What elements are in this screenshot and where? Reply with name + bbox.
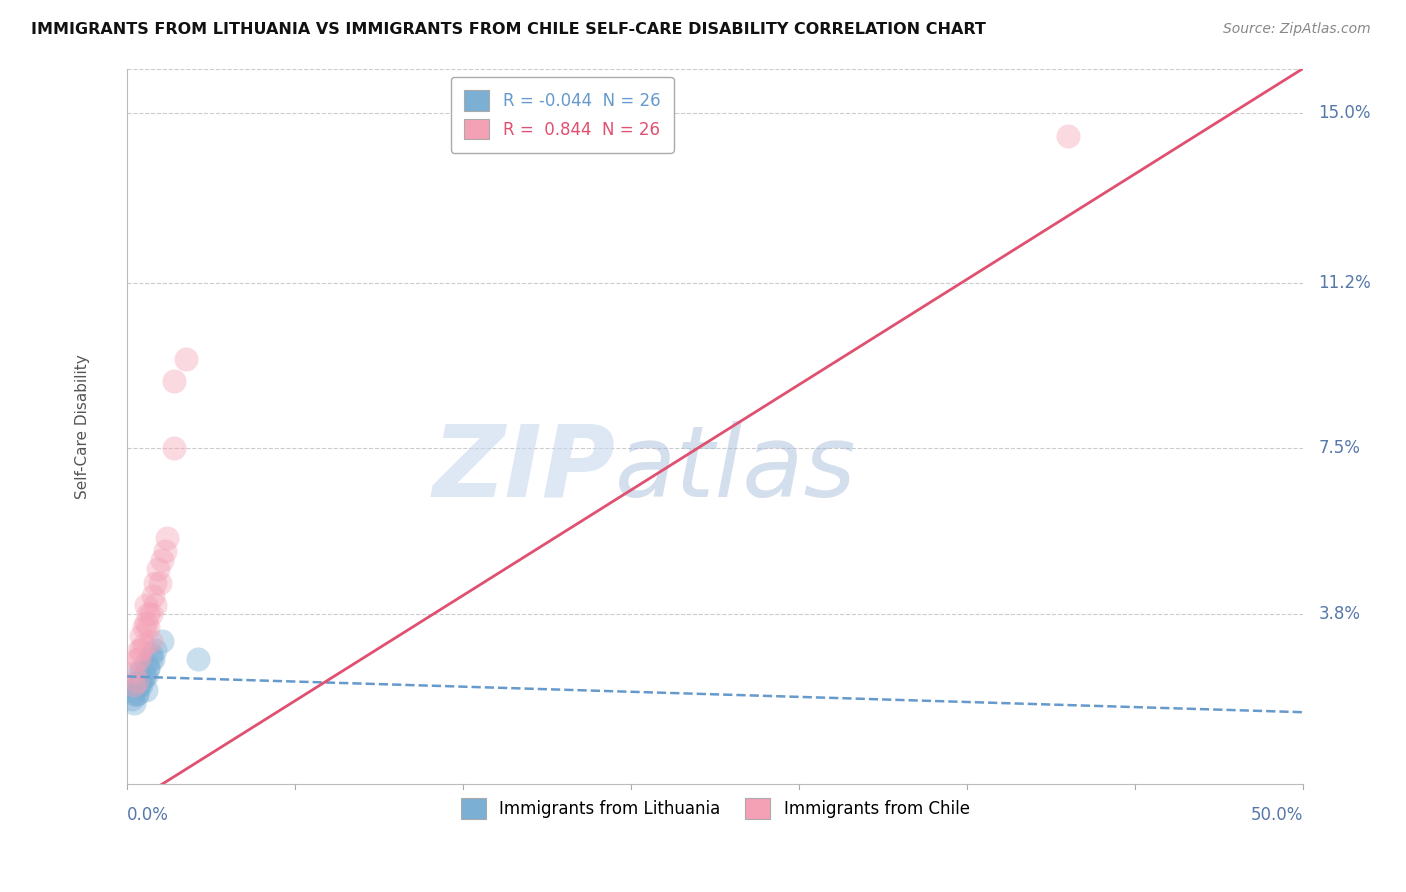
Point (132, 620, 155, 634)
Legend: Immigrants from Lithuania, Immigrants from Chile: Immigrants from Lithuania, Immigrants fr… (454, 792, 976, 825)
Point (121, 678, 143, 692)
Point (128, 651, 150, 665)
Point (142, 651, 165, 665)
Text: atlas: atlas (616, 420, 856, 517)
Point (129, 665, 152, 679)
Point (145, 575, 167, 590)
Point (146, 562, 169, 576)
Point (139, 633, 162, 648)
Point (122, 696, 145, 710)
Point (135, 669, 157, 683)
Point (145, 598, 167, 612)
Point (145, 642, 167, 657)
Point (163, 442, 186, 456)
Point (135, 656, 157, 670)
Point (122, 665, 145, 679)
Point (139, 651, 162, 665)
Text: Source: ZipAtlas.com: Source: ZipAtlas.com (1223, 22, 1371, 37)
Text: IMMIGRANTS FROM LITHUANIA VS IMMIGRANTS FROM CHILE SELF-CARE DISABILITY CORRELAT: IMMIGRANTS FROM LITHUANIA VS IMMIGRANTS … (31, 22, 986, 37)
Text: 0.0%: 0.0% (127, 806, 169, 824)
Point (149, 575, 172, 590)
Point (132, 669, 155, 683)
Point (138, 607, 160, 621)
Point (132, 669, 155, 683)
Point (135, 682, 157, 697)
Point (122, 678, 145, 692)
Point (152, 633, 174, 648)
Point (125, 651, 148, 665)
Point (121, 691, 143, 706)
Text: 7.5%: 7.5% (1319, 440, 1360, 458)
Point (174, 352, 197, 367)
Point (125, 687, 148, 701)
Point (153, 544, 176, 558)
Point (129, 629, 152, 643)
Point (129, 678, 152, 692)
Text: 50.0%: 50.0% (1250, 806, 1303, 824)
Point (139, 607, 162, 621)
Point (128, 678, 150, 692)
Point (122, 682, 145, 697)
Point (128, 642, 150, 657)
Point (1056, 128, 1078, 143)
Point (152, 553, 174, 567)
Point (135, 598, 157, 612)
Point (138, 620, 160, 634)
Point (129, 642, 152, 657)
Text: 11.2%: 11.2% (1319, 274, 1371, 292)
Point (156, 531, 179, 545)
Text: Self-Care Disability: Self-Care Disability (75, 354, 90, 499)
Point (135, 615, 157, 630)
Point (129, 673, 152, 688)
Point (125, 673, 148, 688)
Point (122, 687, 145, 701)
Text: 15.0%: 15.0% (1319, 104, 1371, 122)
Point (139, 647, 162, 661)
Text: 3.8%: 3.8% (1319, 605, 1360, 623)
Point (142, 589, 165, 603)
Point (138, 660, 160, 674)
Point (163, 375, 186, 389)
Point (138, 660, 160, 674)
Point (128, 678, 150, 692)
Point (128, 665, 150, 679)
Text: ZIP: ZIP (432, 420, 616, 517)
Point (132, 638, 155, 652)
Point (125, 687, 148, 701)
Point (187, 651, 209, 665)
